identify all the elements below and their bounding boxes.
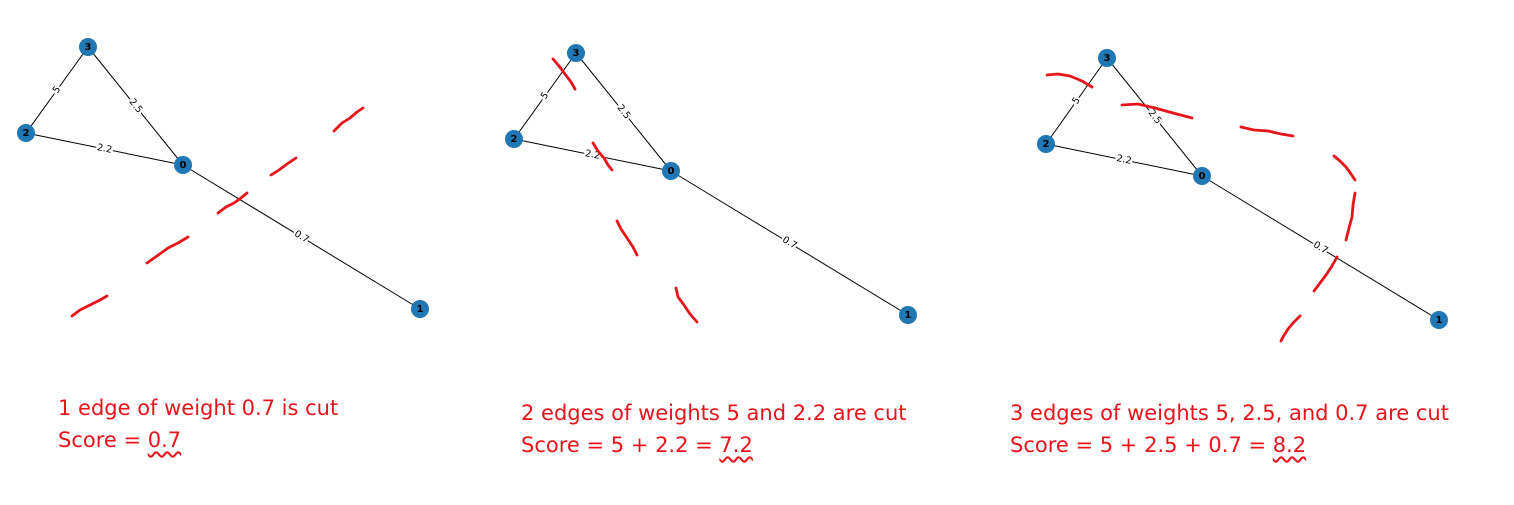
panel-3-cut-description: 3 edges of weights 5, 2.5, and 0.7 are c… bbox=[1010, 401, 1449, 425]
cut-line-stroke bbox=[591, 141, 614, 172]
edge-0-1 bbox=[670, 170, 909, 316]
node-label-1: 1 bbox=[417, 304, 424, 315]
node-label-0: 0 bbox=[668, 166, 675, 177]
panel-1-score-prefix: Score = bbox=[58, 428, 148, 452]
edge-weight-label: 2.5 bbox=[614, 103, 632, 122]
node-label-2: 2 bbox=[1043, 139, 1050, 150]
panel-3-score-prefix: Score = 5 + 2.5 + 0.7 = bbox=[1010, 433, 1273, 457]
edge-2-0 bbox=[1045, 143, 1203, 177]
node-3 bbox=[79, 38, 97, 56]
node-label-0: 0 bbox=[1199, 171, 1206, 182]
edge-3-2 bbox=[1045, 57, 1108, 145]
node-label-2: 2 bbox=[511, 134, 518, 145]
node-1 bbox=[899, 306, 917, 324]
edge-weight-label: 5 bbox=[1070, 95, 1082, 106]
node-0 bbox=[662, 162, 680, 180]
node-label-3: 3 bbox=[573, 48, 580, 59]
node-3 bbox=[1098, 49, 1116, 67]
cut-line-stroke bbox=[674, 286, 699, 324]
cut-line-stroke bbox=[1279, 314, 1302, 343]
panel-2-caption: 2 edges of weights 5 and 2.2 are cut Sco… bbox=[521, 397, 907, 461]
panel-2-score-prefix: Score = 5 + 2.2 = bbox=[521, 433, 720, 457]
panel-2-score-value: 7.2 bbox=[719, 433, 753, 457]
node-label-1: 1 bbox=[1436, 315, 1443, 326]
edge-weight-label: 0.7 bbox=[780, 234, 799, 251]
node-1 bbox=[411, 300, 429, 318]
edge-0-1 bbox=[182, 164, 421, 310]
panel-3-score-value: 8.2 bbox=[1272, 433, 1307, 457]
panel-1-caption: 1 edge of weight 0.7 is cut Score = 0.7 bbox=[58, 392, 338, 456]
cut-line-stroke bbox=[269, 156, 298, 177]
edge-2-0 bbox=[513, 138, 672, 172]
edge-weight-label: 5 bbox=[539, 90, 551, 101]
cut-line-stroke bbox=[615, 219, 639, 257]
cut-line-stroke bbox=[1120, 102, 1194, 120]
edge-weight-label: 2.2 bbox=[1115, 153, 1132, 167]
node-label-2: 2 bbox=[23, 128, 30, 139]
edge-weight-label: 5 bbox=[51, 84, 63, 95]
cut-line-stroke bbox=[70, 294, 109, 318]
cut-line-stroke bbox=[551, 57, 577, 91]
cut-line-stroke bbox=[216, 191, 249, 215]
edge-3-2 bbox=[25, 46, 89, 134]
edge-3-0 bbox=[87, 46, 184, 166]
panel-1-score-value: 0.7 bbox=[147, 428, 182, 452]
panel-1-graph: 5 2.5 2.2 0.7 3 2 0 1 bbox=[17, 38, 429, 318]
edge-3-2 bbox=[513, 52, 577, 140]
edge-2-0 bbox=[25, 132, 184, 166]
node-2 bbox=[1037, 135, 1055, 153]
edge-weight-label: 2.2 bbox=[96, 142, 113, 156]
panel-3-caption: 3 edges of weights 5, 2.5, and 0.7 are c… bbox=[1010, 397, 1449, 461]
panel-3-score-line: Score = 5 + 2.5 + 0.7 = 8.2 bbox=[1010, 429, 1449, 461]
cut-line-stroke bbox=[145, 235, 190, 265]
panel-2-score-line: Score = 5 + 2.2 = 7.2 bbox=[521, 429, 907, 461]
cut-line-stroke bbox=[1332, 154, 1357, 182]
node-2 bbox=[505, 130, 523, 148]
cut-line-stroke bbox=[1344, 191, 1357, 242]
node-0 bbox=[1193, 167, 1211, 185]
panel-1-score-line: Score = 0.7 bbox=[58, 424, 338, 456]
node-2 bbox=[17, 124, 35, 142]
edge-0-1 bbox=[1201, 175, 1440, 321]
cut-line-stroke bbox=[1239, 125, 1295, 138]
cut-line-stroke bbox=[1045, 72, 1094, 89]
node-0 bbox=[174, 156, 192, 174]
node-1 bbox=[1430, 311, 1448, 329]
edge-weight-label: 2.5 bbox=[126, 97, 144, 116]
edge-3-0 bbox=[1106, 57, 1203, 177]
node-label-3: 3 bbox=[1104, 53, 1111, 64]
panel-1-cut-description: 1 edge of weight 0.7 is cut bbox=[58, 396, 339, 420]
edge-weight-label: 0.7 bbox=[1311, 239, 1330, 256]
node-label-1: 1 bbox=[905, 310, 912, 321]
node-3 bbox=[567, 44, 585, 62]
cut-line-stroke bbox=[1312, 255, 1339, 293]
node-label-3: 3 bbox=[85, 42, 92, 53]
node-label-0: 0 bbox=[180, 160, 187, 171]
cut-line-stroke bbox=[332, 106, 365, 133]
edge-weight-label: 0.7 bbox=[292, 228, 311, 245]
edge-3-0 bbox=[575, 52, 672, 172]
panel-2-cut-description: 2 edges of weights 5 and 2.2 are cut bbox=[521, 401, 907, 425]
